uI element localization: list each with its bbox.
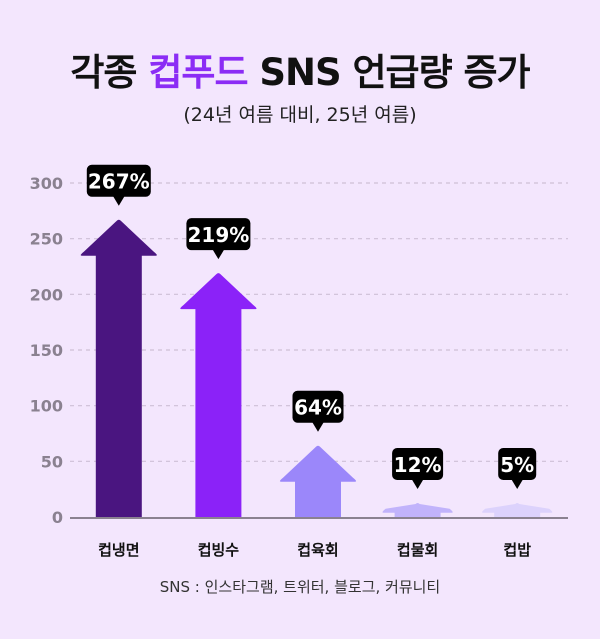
data-label-pointer xyxy=(112,195,125,206)
data-label: 64% xyxy=(294,396,342,420)
x-tick-label: 컵육회 xyxy=(297,541,338,559)
data-label: 5% xyxy=(500,453,534,477)
data-label-box xyxy=(186,218,251,251)
bar-arrow xyxy=(482,503,553,517)
x-tick-label: 컵밥 xyxy=(503,541,531,559)
data-label-pointer xyxy=(411,479,424,489)
y-tick-label: 50 xyxy=(41,452,63,471)
y-tick-label: 250 xyxy=(30,230,63,249)
y-tick-label: 150 xyxy=(30,341,63,360)
chart-subtitle: (24년 여름 대비, 25년 여름) xyxy=(183,104,417,126)
x-tick-label: 컵빙수 xyxy=(198,541,240,559)
chart-title: 각종 컵푸드 SNS 언급량 증가 xyxy=(70,51,530,94)
footnote: SNS : 인스타그램, 트위터, 블로그, 커뮤니티 xyxy=(159,578,441,596)
y-tick-label: 100 xyxy=(30,397,63,416)
bar-arrow xyxy=(180,273,257,517)
title-highlight: 컵푸드 xyxy=(148,51,248,94)
y-tick-label: 300 xyxy=(30,174,63,193)
x-tick-label: 컵물회 xyxy=(397,541,438,559)
data-label-box xyxy=(86,164,151,197)
bar-arrow xyxy=(279,445,357,517)
bar-arrow xyxy=(80,219,157,518)
data-label-pointer xyxy=(312,421,324,432)
data-label: 12% xyxy=(394,453,442,477)
y-tick-label: 200 xyxy=(30,285,63,304)
data-label-box xyxy=(392,448,444,480)
bar-arrow xyxy=(382,503,453,517)
data-label-pointer xyxy=(511,479,524,489)
data-label-box xyxy=(498,448,537,480)
y-tick-label: 0 xyxy=(52,508,63,527)
data-label: 267% xyxy=(88,170,150,194)
data-label: 219% xyxy=(188,223,250,247)
data-label-pointer xyxy=(212,249,225,260)
data-label-box xyxy=(292,390,344,423)
x-tick-label: 컵냉면 xyxy=(98,541,139,559)
